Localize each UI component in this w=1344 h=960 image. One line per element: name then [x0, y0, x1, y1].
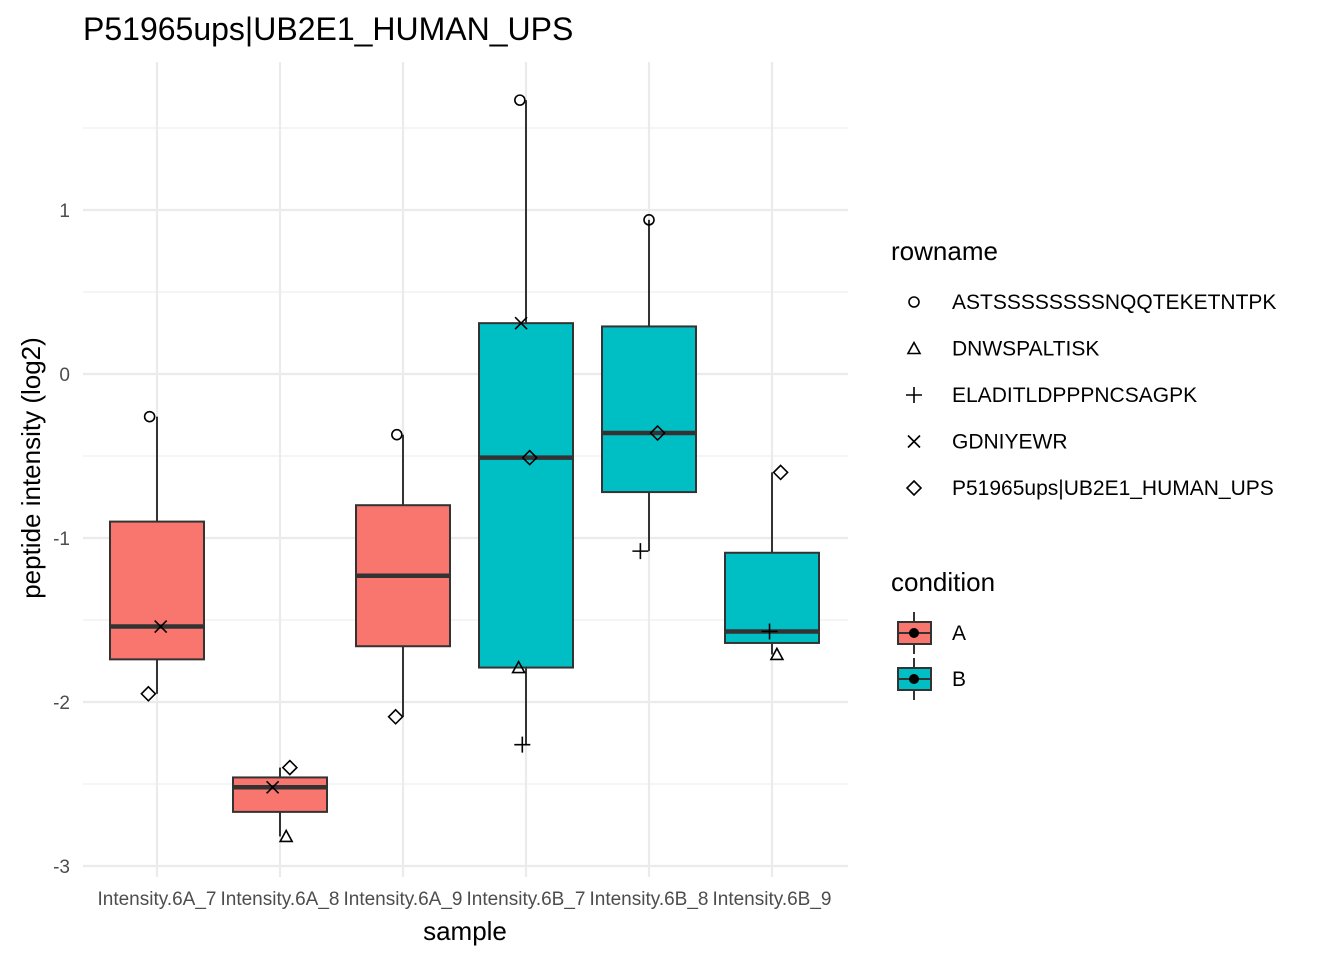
data-point — [761, 623, 778, 640]
legend-key-diamond — [905, 479, 923, 497]
data-point — [143, 410, 156, 423]
y-tick-label: 0 — [59, 365, 70, 386]
legend-key-triangle — [906, 340, 922, 355]
x-tick-label: Intensity.6A_7 — [97, 889, 216, 910]
legend-condition-key — [897, 612, 932, 654]
x-tick-label: Intensity.6B_7 — [466, 889, 585, 910]
legend-key-dot — [909, 628, 919, 638]
legend-key-circle — [908, 296, 920, 308]
x-axis-ticks: Intensity.6A_7 Intensity.6A_8 Intensity.6A… — [97, 889, 831, 910]
data-point — [514, 316, 528, 330]
box-Intensity.6A_7 — [109, 416, 205, 694]
y-tick-label: -2 — [53, 693, 70, 714]
box-group — [109, 100, 820, 837]
box-Intensity.6A_9 — [355, 434, 451, 717]
legend-key-cross — [907, 434, 921, 449]
y-axis-title: peptide intensity (log2) — [16, 337, 46, 599]
box-Intensity.6B_8 — [601, 219, 697, 552]
data-point — [281, 759, 298, 776]
legend-condition-label: B — [952, 668, 966, 691]
legend-rowname-label: ELADITLDPPPNCSAGPK — [952, 384, 1197, 407]
legend-rowname-label: DNWSPALTISK — [952, 338, 1099, 361]
data-point — [649, 424, 666, 442]
data-point — [140, 685, 157, 702]
data-point — [514, 736, 531, 753]
data-point — [772, 464, 789, 481]
data-point — [391, 428, 403, 441]
y-tick-label: -1 — [53, 529, 70, 550]
data-point — [278, 828, 294, 843]
legend-rowname-title: rowname — [891, 236, 998, 266]
x-tick-label: Intensity.6A_9 — [343, 889, 462, 910]
chart-title: P51965ups|UB2E1_HUMAN_UPS — [83, 11, 573, 47]
x-tick-label: Intensity.6A_8 — [220, 889, 339, 910]
x-tick-label: Intensity.6B_9 — [712, 889, 831, 910]
data-point — [643, 214, 655, 226]
legend-rowname-label: ASTSSSSSSSSNQQTEKETNTPK — [952, 291, 1276, 314]
box-body — [724, 551, 820, 644]
data-point — [511, 659, 526, 674]
y-tick-label: 1 — [59, 201, 70, 222]
y-axis-ticks: -3 -2 -1 0 1 — [53, 201, 70, 878]
box-body — [109, 520, 205, 661]
data-point — [266, 780, 280, 794]
box-body — [232, 776, 328, 813]
legend-condition-title: condition — [891, 567, 995, 597]
box-body — [478, 322, 574, 669]
points-group — [140, 94, 789, 843]
box-Intensity.6A_8 — [232, 767, 328, 837]
grid-lines — [83, 62, 848, 877]
legend-condition-label: A — [952, 622, 966, 645]
legend-condition-key — [897, 658, 932, 700]
legend-rowname: rowname ASTSSSSSSSSNQQTEKETNTPK DNWSPALTI… — [891, 236, 1276, 500]
data-point — [387, 708, 404, 725]
legend-condition: condition AB — [891, 567, 995, 700]
x-axis-title: sample — [423, 916, 507, 946]
legend-rowname-label: GDNIYEWR — [952, 431, 1068, 454]
data-point — [514, 94, 526, 106]
data-point — [769, 646, 785, 661]
box-Intensity.6B_9 — [724, 472, 820, 655]
y-tick-label: -3 — [53, 857, 70, 878]
legend-rowname-label: P51965ups|UB2E1_HUMAN_UPS — [952, 477, 1274, 500]
x-tick-label: Intensity.6B_8 — [589, 889, 708, 910]
data-point — [632, 543, 649, 560]
box-body — [601, 325, 697, 494]
legend-key-dot — [909, 674, 919, 684]
data-point — [521, 449, 538, 466]
data-point — [154, 619, 168, 634]
box-Intensity.6B_7 — [478, 100, 574, 745]
legend-key-plus — [906, 387, 922, 403]
